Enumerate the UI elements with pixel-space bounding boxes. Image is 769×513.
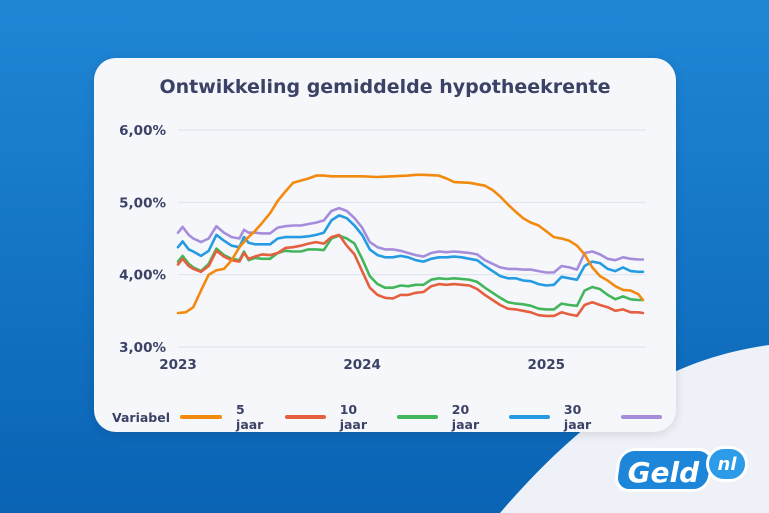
legend-label: Variabel xyxy=(112,409,171,425)
logo-main: Geld xyxy=(612,448,716,492)
y-tick-label: 3,00% xyxy=(119,340,166,356)
x-tick-label: 2023 xyxy=(159,357,197,373)
chart-legend: Variabel 5 jaar 10 jaar 20 jaar 30 jaar xyxy=(112,402,676,432)
legend-swatch xyxy=(509,415,550,419)
series-line-5-jaar xyxy=(176,233,645,318)
chart-card: Ontwikkeling gemiddelde hypotheekrente 3… xyxy=(94,58,676,432)
legend-swatch xyxy=(621,415,663,419)
legend-item: 5 jaar xyxy=(236,402,326,432)
geld-nl-logo: Geld nl xyxy=(612,446,748,494)
legend-label: 20 jaar xyxy=(451,402,480,432)
legend-item: 30 jaar xyxy=(563,402,663,432)
legend-item: 20 jaar xyxy=(452,402,550,432)
legend-swatch xyxy=(180,415,223,419)
y-tick-label: 5,00% xyxy=(119,195,166,211)
legend-swatch xyxy=(285,415,326,419)
series-line-30-jaar xyxy=(176,206,645,274)
series-lines xyxy=(176,173,645,318)
legend-label: 30 jaar xyxy=(563,402,592,432)
series-line-10-jaar xyxy=(176,234,645,311)
chart-title: Ontwikkeling gemiddelde hypotheekrente xyxy=(159,76,611,98)
y-axis-labels: 3,00% 4,00% 5,00% 6,00% xyxy=(119,123,166,356)
legend-label: 10 jaar xyxy=(339,402,368,432)
x-tick-label: 2024 xyxy=(343,357,381,373)
x-axis-labels: 2023 2024 2025 xyxy=(159,357,565,373)
legend-swatch xyxy=(397,415,438,419)
y-tick-label: 6,00% xyxy=(119,123,166,139)
series-line-variabel xyxy=(176,173,645,315)
x-tick-label: 2025 xyxy=(527,357,565,373)
y-tick-label: 4,00% xyxy=(119,268,166,284)
line-chart: 3,00% 4,00% 5,00% 6,00% 2023 2024 2025 xyxy=(119,123,646,373)
legend-label: 5 jaar xyxy=(236,402,264,432)
grid-lines xyxy=(178,129,646,348)
logo-suffix: nl xyxy=(706,446,748,482)
legend-item: Variabel xyxy=(112,409,223,425)
legend-item: 10 jaar xyxy=(340,402,438,432)
